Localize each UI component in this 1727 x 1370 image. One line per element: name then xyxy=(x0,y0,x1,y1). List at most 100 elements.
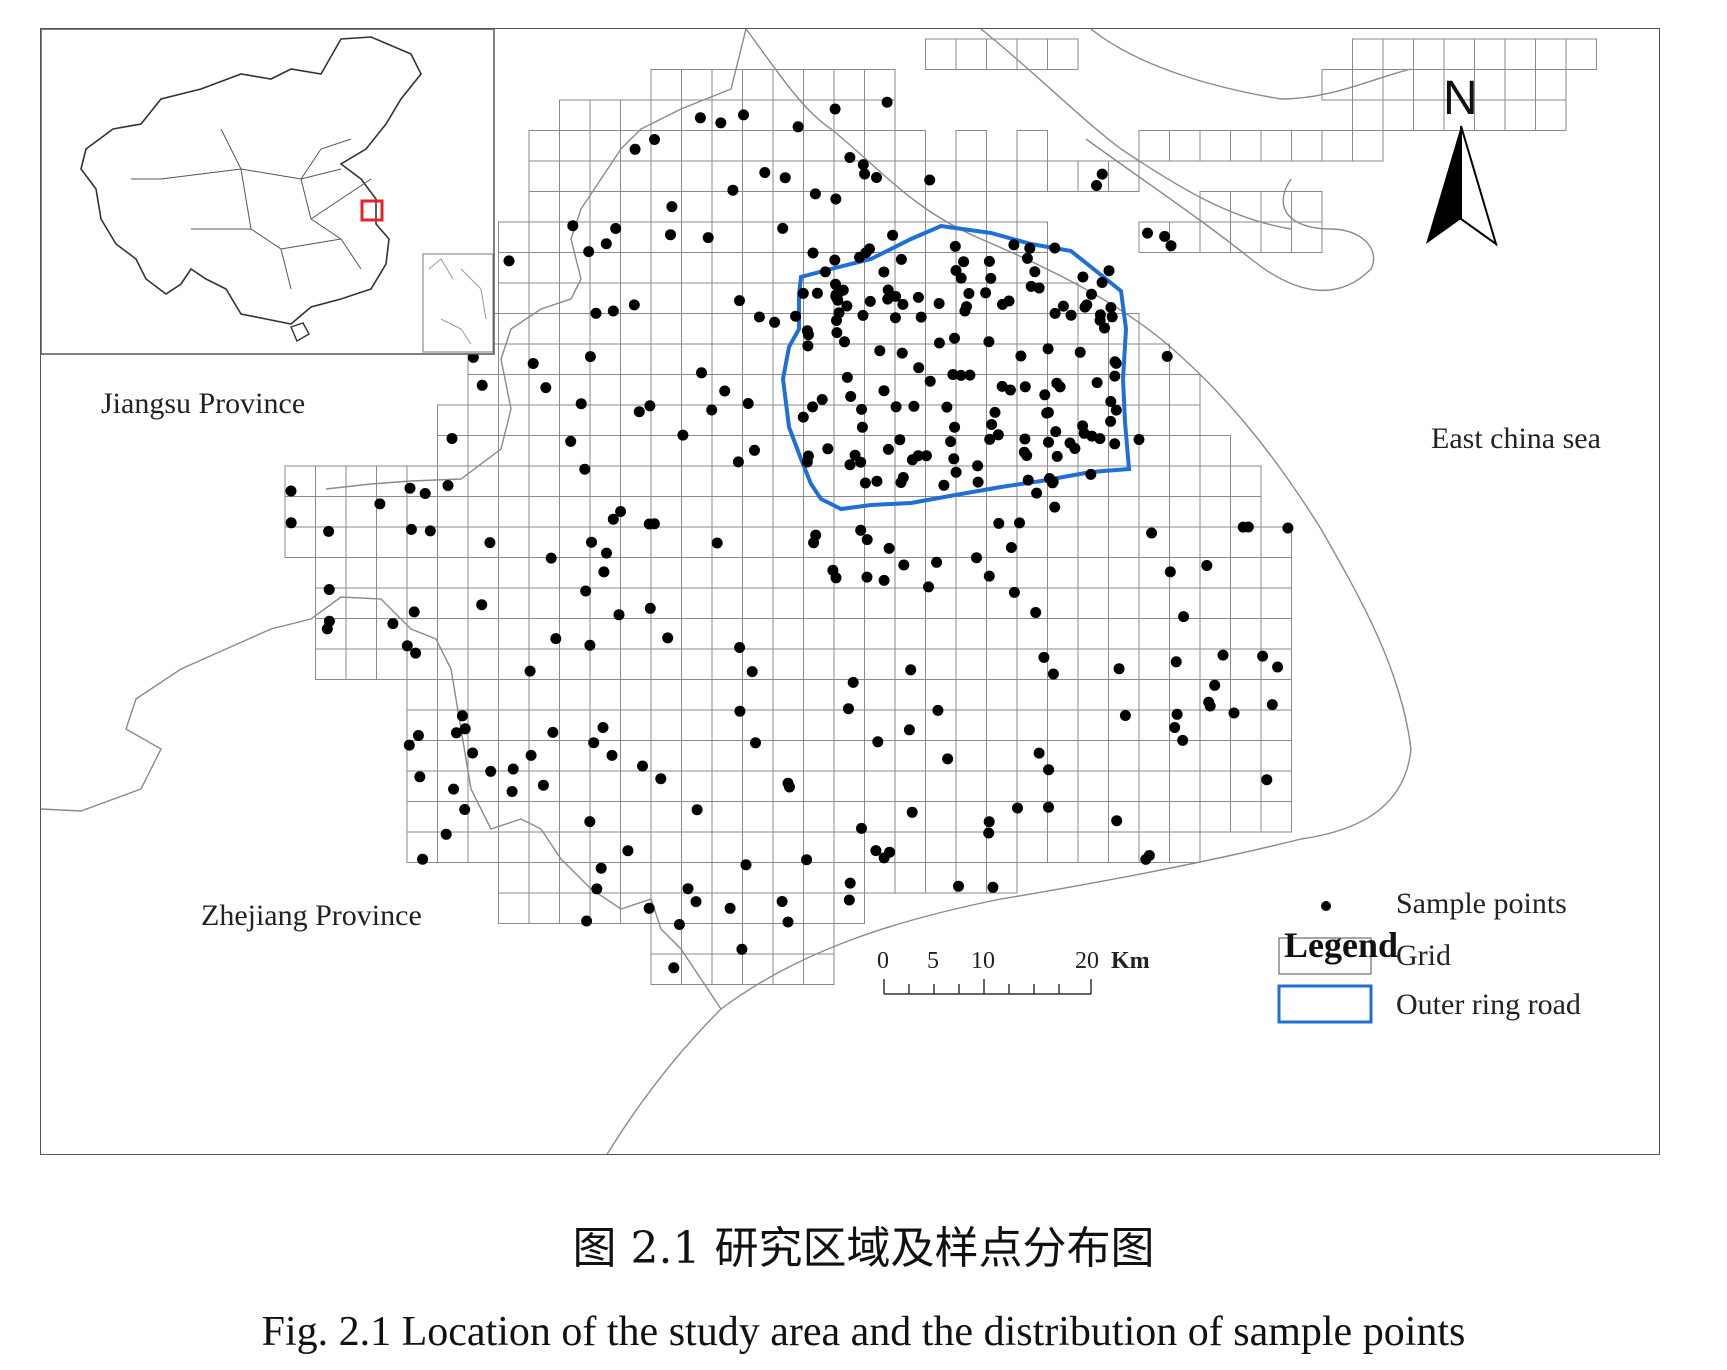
grid-cell xyxy=(681,923,713,955)
grid-cell xyxy=(315,648,347,680)
grid-cell xyxy=(955,831,987,863)
grid-cell xyxy=(711,679,743,711)
grid-cell xyxy=(864,191,896,223)
grid-cell xyxy=(772,526,804,558)
grid-cell xyxy=(681,252,713,284)
sample-point xyxy=(844,459,856,471)
grid-cell xyxy=(1230,587,1262,619)
sample-point xyxy=(923,581,934,593)
grid-cell xyxy=(1474,38,1506,70)
sample-point xyxy=(662,632,674,644)
sample-point xyxy=(996,380,1008,392)
sample-point xyxy=(924,375,936,387)
grid-cell xyxy=(681,343,713,375)
grid-cell xyxy=(711,496,743,528)
sample-point xyxy=(831,315,842,326)
grid-cell xyxy=(864,679,896,711)
sample-point xyxy=(933,337,945,349)
sample-point xyxy=(1051,377,1063,389)
grid-cell xyxy=(528,252,560,284)
sample-point xyxy=(1019,433,1031,445)
grid-cell xyxy=(559,679,591,711)
sample-point xyxy=(1165,240,1177,252)
sample-point xyxy=(1003,295,1015,307)
sample-point xyxy=(1049,307,1061,319)
shanghai-highlight xyxy=(360,199,384,222)
sample-point xyxy=(1008,239,1020,251)
sample-point xyxy=(827,564,839,576)
sample-point xyxy=(847,676,859,688)
grid-cell xyxy=(1230,770,1262,802)
sample-point xyxy=(1094,433,1106,445)
sample-point xyxy=(1086,288,1097,300)
grid-cell xyxy=(955,709,987,741)
sample-point xyxy=(950,265,962,276)
map-frame: Jiangsu Province Zhejiang Province East … xyxy=(40,28,1660,1155)
sample-point xyxy=(779,172,791,184)
grid-cell xyxy=(620,770,652,802)
grid-cell xyxy=(528,130,560,162)
scale-tick-20: 20 xyxy=(1075,948,1099,974)
sample-point xyxy=(829,254,841,266)
sample-point xyxy=(588,737,600,749)
sample-point xyxy=(810,529,822,541)
sample-point xyxy=(897,472,909,483)
grid-cell xyxy=(1291,191,1323,223)
grid-cell xyxy=(1016,831,1048,863)
sample-point xyxy=(1064,437,1076,449)
sample-point xyxy=(1170,656,1182,668)
sample-point xyxy=(963,288,975,299)
sample-point xyxy=(809,188,821,200)
grid-cell xyxy=(894,526,926,558)
grid-cell xyxy=(1047,709,1079,741)
grid-cell xyxy=(1047,557,1079,589)
sample-point xyxy=(1041,407,1053,419)
sample-point xyxy=(610,223,622,234)
grid-cell xyxy=(1169,435,1201,467)
sample-point xyxy=(830,193,842,205)
grid-cell xyxy=(1108,770,1140,802)
sample-point xyxy=(972,476,984,488)
grid-cell xyxy=(1413,69,1445,101)
grid-cell xyxy=(1169,496,1201,528)
sample-point xyxy=(1030,607,1042,618)
sea-label: East china sea xyxy=(1431,422,1601,455)
grid-cell xyxy=(681,587,713,619)
sample-point xyxy=(1110,404,1122,416)
grid-cell xyxy=(1382,69,1414,101)
sample-point xyxy=(1201,560,1213,571)
grid-cell xyxy=(1169,770,1201,802)
outer-ring-road xyxy=(780,223,1132,512)
sample-point xyxy=(912,291,924,303)
sample-point xyxy=(442,480,454,491)
grid-cell xyxy=(742,618,774,650)
grid-cell xyxy=(681,313,713,345)
sample-point xyxy=(894,434,906,446)
grid-cell xyxy=(406,801,438,833)
grid-cell xyxy=(986,160,1018,192)
scale-unit: Km xyxy=(1111,948,1150,974)
sample-point xyxy=(1111,815,1123,827)
grid-cell xyxy=(1321,130,1353,162)
grid-cell xyxy=(1077,831,1109,863)
grid-cell xyxy=(345,648,377,680)
sample-point xyxy=(878,385,890,397)
grid-cell xyxy=(742,679,774,711)
grid-cell xyxy=(1504,99,1536,131)
grid-cell xyxy=(1047,160,1079,192)
sample-point xyxy=(908,400,920,412)
grid-cell xyxy=(406,679,438,711)
grid-cell xyxy=(772,618,804,650)
sample-point xyxy=(753,311,765,323)
sample-point xyxy=(644,602,656,614)
grid-cell xyxy=(864,496,896,528)
sample-point xyxy=(738,109,749,121)
sample-point xyxy=(1043,801,1054,813)
sample-point xyxy=(883,542,895,554)
grid-cell xyxy=(498,709,530,741)
sample-point xyxy=(734,705,746,717)
grid-cell xyxy=(681,618,713,650)
sample-point xyxy=(524,665,536,677)
grid-cell xyxy=(559,770,591,802)
grid-cell xyxy=(528,587,560,619)
